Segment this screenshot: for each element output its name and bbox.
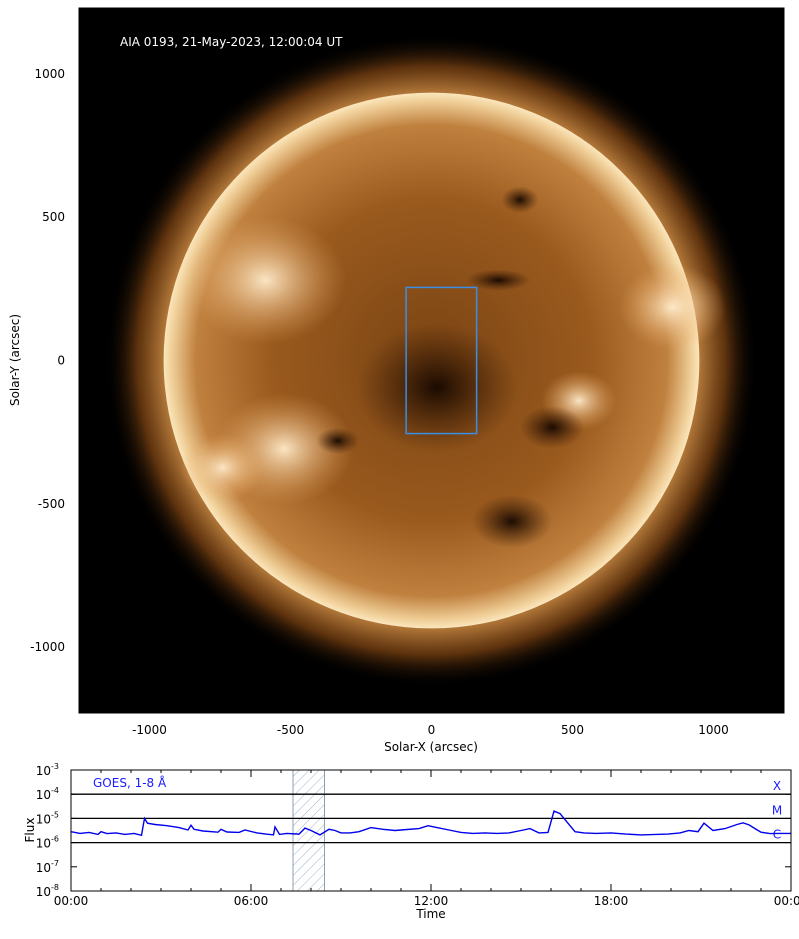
y-tick-label: 500 [42, 210, 65, 224]
goes-x-axis-label: Time [415, 907, 445, 921]
y-axis-label: Solar-Y (arcsec) [8, 314, 22, 406]
x-tick-label: -1000 [132, 723, 167, 737]
image-ticks: -1000 -500 0 500 1000 -1000 -500 0 500 1000 [30, 8, 784, 737]
x-tick-label: 0 [428, 723, 436, 737]
coronal-hole [471, 494, 553, 549]
y-tick-label: 10-6 [36, 835, 59, 851]
x-tick-label: 06:00 [234, 894, 269, 908]
x-axis-label: Solar-X (arcsec) [384, 740, 478, 754]
active-region [185, 215, 346, 345]
goes-ticks: 00:0006:0012:0018:0000:0010-810-710-610-… [36, 762, 799, 908]
x-tick-label: -500 [277, 723, 304, 737]
active-region [619, 264, 727, 350]
shaded-interval [292, 769, 325, 892]
solar-image-panel: AIA 0193, 21-May-2023, 12:00:04 UT -1000… [8, 7, 785, 754]
goes-plot-area [71, 770, 791, 891]
coronal-hole [519, 406, 585, 449]
active-region [179, 433, 266, 502]
y-tick-label: 10-7 [36, 859, 59, 875]
image-title: AIA 0193, 21-May-2023, 12:00:04 UT [120, 35, 343, 49]
coronal-hole [501, 186, 539, 214]
y-tick-label: 10-3 [36, 762, 59, 778]
coronal-hole [356, 322, 518, 452]
x-tick-label: 00:00 [54, 894, 89, 908]
goes-series-label: GOES, 1-8 Å [93, 775, 167, 790]
goes-flux-line [70, 810, 791, 837]
coronal-hole [316, 427, 360, 455]
x-tick-label: 00:00 [774, 894, 799, 908]
goes-y-axis-label: Flux [23, 818, 37, 843]
x-tick-label: 1000 [698, 723, 729, 737]
y-tick-label: -1000 [30, 640, 65, 654]
y-tick-label: 10-5 [36, 810, 59, 826]
y-tick-label: 1000 [34, 67, 65, 81]
x-tick-label: 18:00 [594, 894, 629, 908]
coronal-hole [466, 269, 531, 291]
region-box [405, 286, 478, 435]
flare-class-label: C [773, 828, 781, 842]
flare-class-label: M [772, 803, 782, 817]
y-tick-label: 10-4 [36, 786, 59, 802]
flare-level-lines: XMC [71, 779, 791, 844]
x-tick-label: 500 [561, 723, 584, 737]
solar-disk-image [104, 33, 759, 688]
y-tick-label: -500 [38, 497, 65, 511]
y-tick-label: 0 [57, 354, 65, 368]
flare-class-label: X [773, 779, 781, 793]
goes-panel: XMC GOES, 1-8 Å 00:00 06:00 12:00 18:00 00:0… [23, 762, 799, 921]
x-tick-label: 12:00 [414, 894, 449, 908]
